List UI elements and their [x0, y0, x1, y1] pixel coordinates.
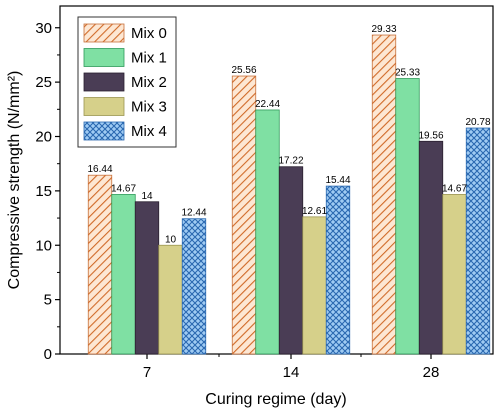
value-label: 12.44	[181, 208, 206, 219]
bar-mix-4-7	[181, 218, 207, 355]
x-tick-label: 7	[143, 364, 151, 381]
y-tick-label: 20	[35, 129, 52, 146]
legend-swatch	[83, 23, 125, 43]
bar-mix-2-7	[134, 201, 160, 355]
y-tick-label: 10	[35, 237, 52, 254]
y-tick-label: 30	[35, 20, 52, 37]
legend-swatch	[83, 72, 125, 92]
bar-mix-3-7	[158, 244, 183, 355]
value-label: 20.78	[465, 117, 490, 128]
legend: Mix 0 Mix 1 Mix 2 Mix 3 Mix 4	[77, 16, 177, 148]
legend-label: Mix 3	[131, 99, 167, 116]
legend-swatch	[83, 97, 125, 116]
x-axis-ticks: 7 14 28	[143, 354, 440, 381]
value-label: 22.44	[255, 99, 280, 110]
x-axis-title: Curing regime (day)	[205, 391, 346, 408]
x-tick-label: 28	[423, 364, 440, 381]
y-tick-label: 0	[44, 346, 52, 363]
bar-mix-0-14	[231, 75, 257, 355]
bar-mix-1-7	[111, 194, 136, 355]
value-label: 19.56	[418, 130, 443, 141]
x-tick-label: 14	[283, 364, 300, 381]
value-label: 25.33	[395, 68, 420, 79]
value-label: 14.67	[111, 183, 136, 194]
legend-label: Mix 1	[131, 50, 167, 67]
bar-mix-0-7	[87, 174, 113, 355]
value-label: 14.67	[442, 183, 467, 194]
bars-layer	[87, 34, 491, 355]
y-axis-title: Compressive strength (N/mm²)	[6, 71, 23, 290]
y-tick-label: 25	[35, 74, 52, 91]
bar-mix-4-28	[465, 127, 491, 355]
bar-mix-2-14	[278, 166, 304, 355]
bar-mix-0-28	[371, 34, 397, 355]
value-label: 12.61	[302, 206, 327, 217]
value-label: 15.44	[325, 175, 350, 186]
value-label: 16.44	[87, 164, 112, 175]
y-tick-label: 5	[44, 292, 52, 309]
bar-mix-1-28	[395, 78, 420, 355]
legend-swatch	[83, 48, 125, 67]
legend-label: Mix 2	[131, 74, 167, 91]
bar-mix-3-14	[302, 216, 327, 355]
legend-swatch	[83, 121, 125, 141]
value-label: 29.33	[371, 24, 396, 35]
legend-label: Mix 4	[131, 123, 167, 140]
bar-mix-2-28	[418, 140, 444, 355]
bar-mix-1-14	[255, 109, 280, 355]
value-label: 10	[165, 234, 177, 245]
bar-mix-4-14	[325, 185, 351, 355]
value-label: 25.56	[231, 65, 256, 76]
legend-label: Mix 0	[131, 25, 167, 42]
y-axis-ticks: 0 5 10 15 20 25 30	[35, 20, 60, 363]
value-label: 17.22	[278, 156, 303, 167]
value-label: 14	[141, 191, 153, 202]
y-tick-label: 15	[35, 183, 52, 200]
bar-mix-3-28	[442, 194, 467, 355]
value-labels-layer: 16.44 14.67 14 10 12.44 25.56 22.44 17.22 12.61 1…	[87, 24, 490, 245]
